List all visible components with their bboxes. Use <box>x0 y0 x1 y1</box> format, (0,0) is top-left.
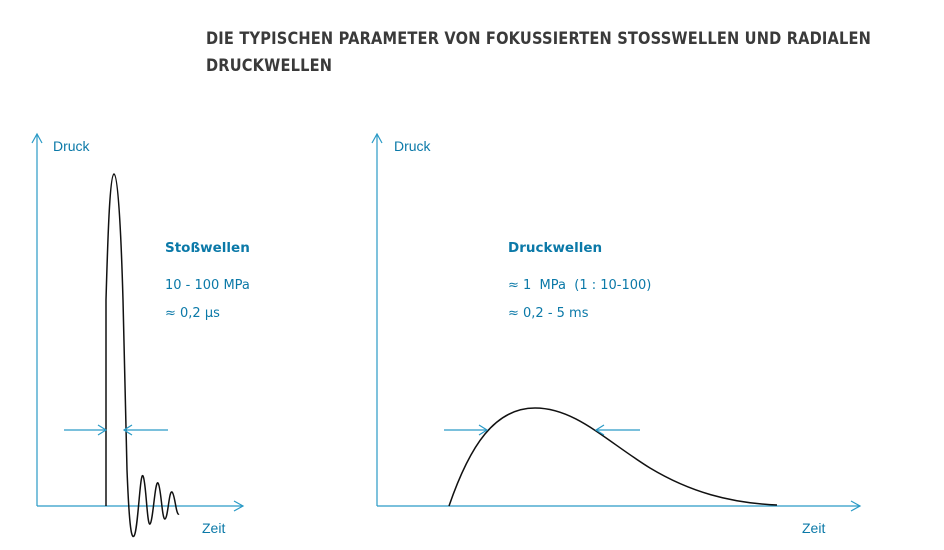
right-x-axis <box>377 500 862 512</box>
pressure-wave-curve <box>448 407 778 507</box>
diagram-title: DIE TYPISCHEN PARAMETER VON FOKUSSIERTEN… <box>206 26 872 80</box>
shock-wave-curve <box>105 173 180 538</box>
pressure-wave-duration: ≈ 0,2 - 5 ms <box>508 306 589 321</box>
left-x-axis <box>37 500 245 512</box>
title-line-2: DRUCKWELLEN <box>206 56 333 76</box>
right-width-arrow-left <box>444 424 489 436</box>
shock-wave-duration: ≈ 0,2 µs <box>165 306 220 321</box>
right-y-axis <box>371 132 383 506</box>
right-width-arrow-right <box>594 424 640 436</box>
right-y-axis-label: Druck <box>394 138 432 154</box>
left-y-axis-label: Druck <box>53 138 91 154</box>
left-width-arrow-right <box>122 424 168 436</box>
title-line-1: DIE TYPISCHEN PARAMETER VON FOKUSSIERTEN… <box>206 29 872 49</box>
shock-wave-pressure: 10 - 100 MPa <box>165 278 250 293</box>
right-panel: Druck Zeit Druckwellen ≈ 1 MPa (1 : 10-1… <box>371 132 862 536</box>
left-x-axis-label: Zeit <box>202 520 225 536</box>
left-width-arrow-left <box>64 424 108 436</box>
left-y-axis <box>31 132 43 506</box>
pressure-wave-heading: Druckwellen <box>508 240 602 256</box>
pressure-wave-pressure: ≈ 1 MPa (1 : 10-100) <box>508 278 651 293</box>
right-x-axis-label: Zeit <box>802 520 825 536</box>
left-panel: Druck Zeit Stoßwellen 10 - 100 MPa ≈ 0,2… <box>31 132 250 538</box>
shock-wave-heading: Stoßwellen <box>165 240 250 256</box>
